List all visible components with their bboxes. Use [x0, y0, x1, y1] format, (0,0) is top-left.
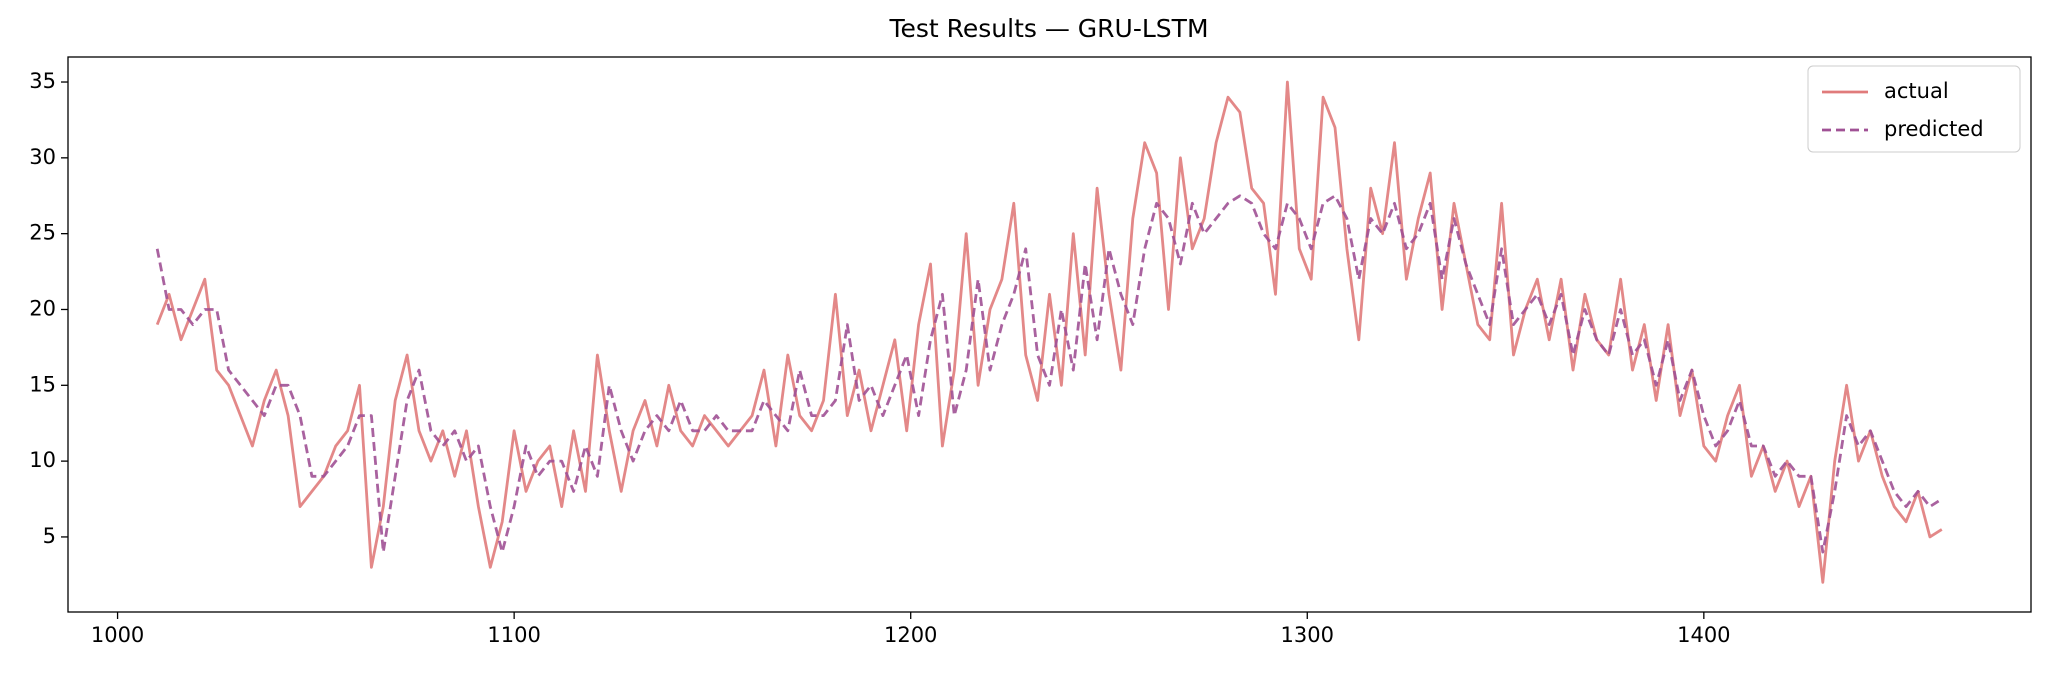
legend-label: predicted — [1884, 117, 1984, 141]
y-tick-label: 15 — [29, 372, 56, 396]
x-tick-label: 1200 — [884, 623, 937, 647]
y-tick-label: 5 — [43, 524, 56, 548]
x-tick-label: 1000 — [91, 623, 144, 647]
y-tick-label: 10 — [29, 448, 56, 472]
series-line — [155, 80, 1943, 584]
y-tick-label: 20 — [29, 296, 56, 320]
legend-label: actual — [1884, 79, 1949, 103]
plot-frame — [67, 56, 2032, 613]
y-tick-label: 35 — [29, 69, 56, 93]
chart-title: Test Results — GRU-LSTM — [888, 14, 1208, 43]
legend-box — [1807, 65, 2021, 153]
x-tick-label: 1400 — [1677, 623, 1730, 647]
y-tick-label: 30 — [29, 145, 56, 169]
x-tick-label: 1100 — [487, 623, 540, 647]
x-tick-label: 1300 — [1281, 623, 1334, 647]
series-line — [155, 194, 1943, 554]
y-tick-label: 25 — [29, 221, 56, 245]
